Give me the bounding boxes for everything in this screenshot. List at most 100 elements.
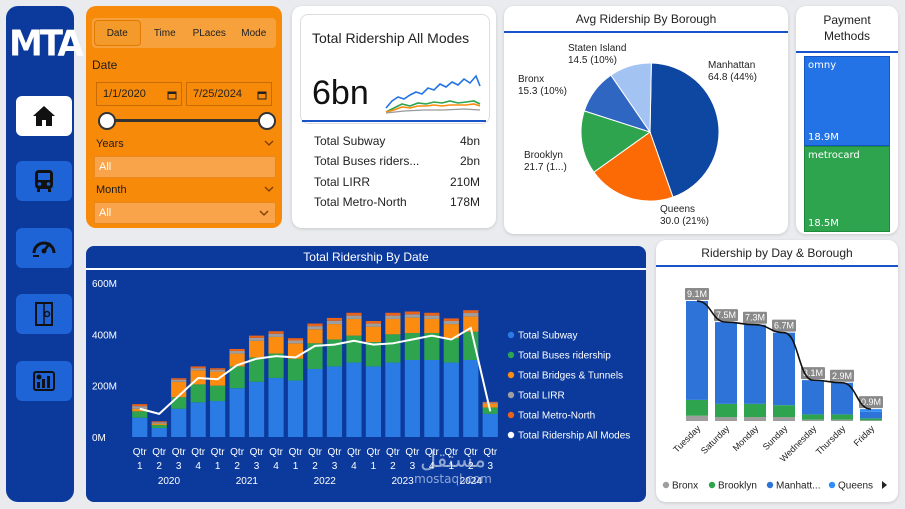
y-tick-label: 400M [92,330,117,341]
years-dropdown[interactable]: All [94,156,276,178]
x-tick-label: Qtr [230,447,245,458]
side-navigation: MTA [6,6,84,502]
bar-segment [346,318,362,336]
day-value-badge [743,311,767,324]
year-label: 2023 [392,476,415,487]
chevron-down-icon[interactable] [264,140,274,147]
bar-segment [268,331,284,334]
bar-segment [190,402,206,437]
chevron-down-icon[interactable] [259,210,269,217]
pie-title: Avg Ridership By Borough [575,12,717,26]
bar-segment [287,340,304,344]
date-slider-end-handle[interactable] [258,112,276,130]
bar-segment [151,424,167,429]
payment-title-line1: Payment [823,13,871,27]
payment-name: omny [808,60,837,71]
kpi-row: Total Metro-North 178M [314,195,480,209]
payment-tile-omny[interactable]: omny 18.9M [804,56,890,146]
bar-segment [307,329,323,344]
kpi-row-label: Total Subway [314,134,386,148]
x-tick-label: 2 [234,461,240,472]
y-tick-label: 0M [92,433,106,444]
bar-segment [248,335,265,338]
pie-slice [580,110,652,173]
nav-bus-button[interactable] [16,161,72,201]
bar-segment [151,421,167,423]
bar-segment [463,331,479,360]
month-dropdown[interactable]: All [94,202,276,224]
x-tick-label: Qtr [464,447,479,458]
nav-door-button[interactable] [16,294,72,334]
pie-label-value: 14.5 (10%) [568,55,617,66]
date-slider-start-handle[interactable] [98,112,116,130]
pie-slice [593,131,674,202]
kpi-title: Total Ridership All Modes [312,30,470,46]
tab-mode[interactable]: Mode [241,27,267,39]
kpi-row-label: Total Buses riders... [314,154,420,168]
date-slider-track[interactable] [106,119,268,122]
day-bar-segment [860,411,882,419]
start-date-input[interactable]: 1/1/2020 [96,82,182,106]
watermark-url: mostaql.com [414,472,492,486]
bar-segment [346,335,362,363]
day-value-label: 6.7M [774,321,794,331]
bar-segment [385,312,401,316]
x-tick-label: 2 [312,461,318,472]
chevron-down-icon[interactable] [264,186,274,193]
pie-label-value: 21.7 (1...) [524,162,567,173]
bar-segment [248,340,265,358]
payment-tile-metrocard[interactable]: metrocard 18.5M [804,146,890,232]
calendar-icon[interactable] [257,90,267,100]
day-bar-segment [802,419,824,421]
calendar-icon[interactable] [167,90,177,100]
bar-segment [443,362,459,437]
legend-marker [766,481,774,489]
x-tick-label: Qtr [289,447,304,458]
kpi-row-label: Total Metro-North [314,195,407,209]
bar-segment [326,324,343,340]
day-value-label: 9.1M [687,289,707,299]
nav-home-button[interactable] [16,96,72,136]
nav-dashboard-button[interactable] [16,228,72,268]
legend-marker [507,371,515,379]
day-bar-segment [744,403,766,418]
x-tick-label: Qtr [386,447,401,458]
bar-segment [229,348,245,352]
bar-segment [443,318,459,321]
x-tick-label: Qtr [172,447,187,458]
borough-pie-card: Avg Ridership By Borough Manhattan 64.8 (… [504,6,788,234]
nav-report-button[interactable] [16,361,72,401]
bar-segment [385,362,401,437]
x-tick-label: Qtr [347,447,362,458]
day-bar-segment [744,324,766,404]
bar-segment [404,317,420,334]
x-tick-label: Qtr [308,447,323,458]
x-tick-label: Qtr [405,447,420,458]
day-bar-segment [831,414,853,420]
bar-segment [268,353,284,378]
tab-places[interactable]: PLaces [192,27,226,39]
end-date-input[interactable]: 7/25/2024 [186,82,272,106]
date-label: Date [92,58,118,72]
bar-segment [132,417,148,437]
bar-segment [482,403,498,408]
kpi-divider [302,120,486,122]
tab-date[interactable]: Date [94,20,141,46]
payment-value: 18.9M [808,132,839,143]
pie-label-name: Staten Island [568,43,626,54]
kpi-value: 6bn [312,74,369,112]
kpi-card: Total Ridership All Modes 6bn Total Subw… [292,6,496,228]
home-icon [33,106,55,126]
tab-time[interactable]: Time [153,27,176,39]
bar-segment [404,311,420,315]
bus-icon [35,170,53,192]
bar-segment [385,334,401,363]
day-category-label: Tuesday [671,423,703,455]
bar-segment [482,402,498,404]
bar-segment [365,323,382,327]
bar-segment [248,381,265,437]
kpi-row: Total LIRR 210M [314,175,480,189]
bar-segment [190,366,206,369]
kpi-row-value: 210M [449,175,480,189]
